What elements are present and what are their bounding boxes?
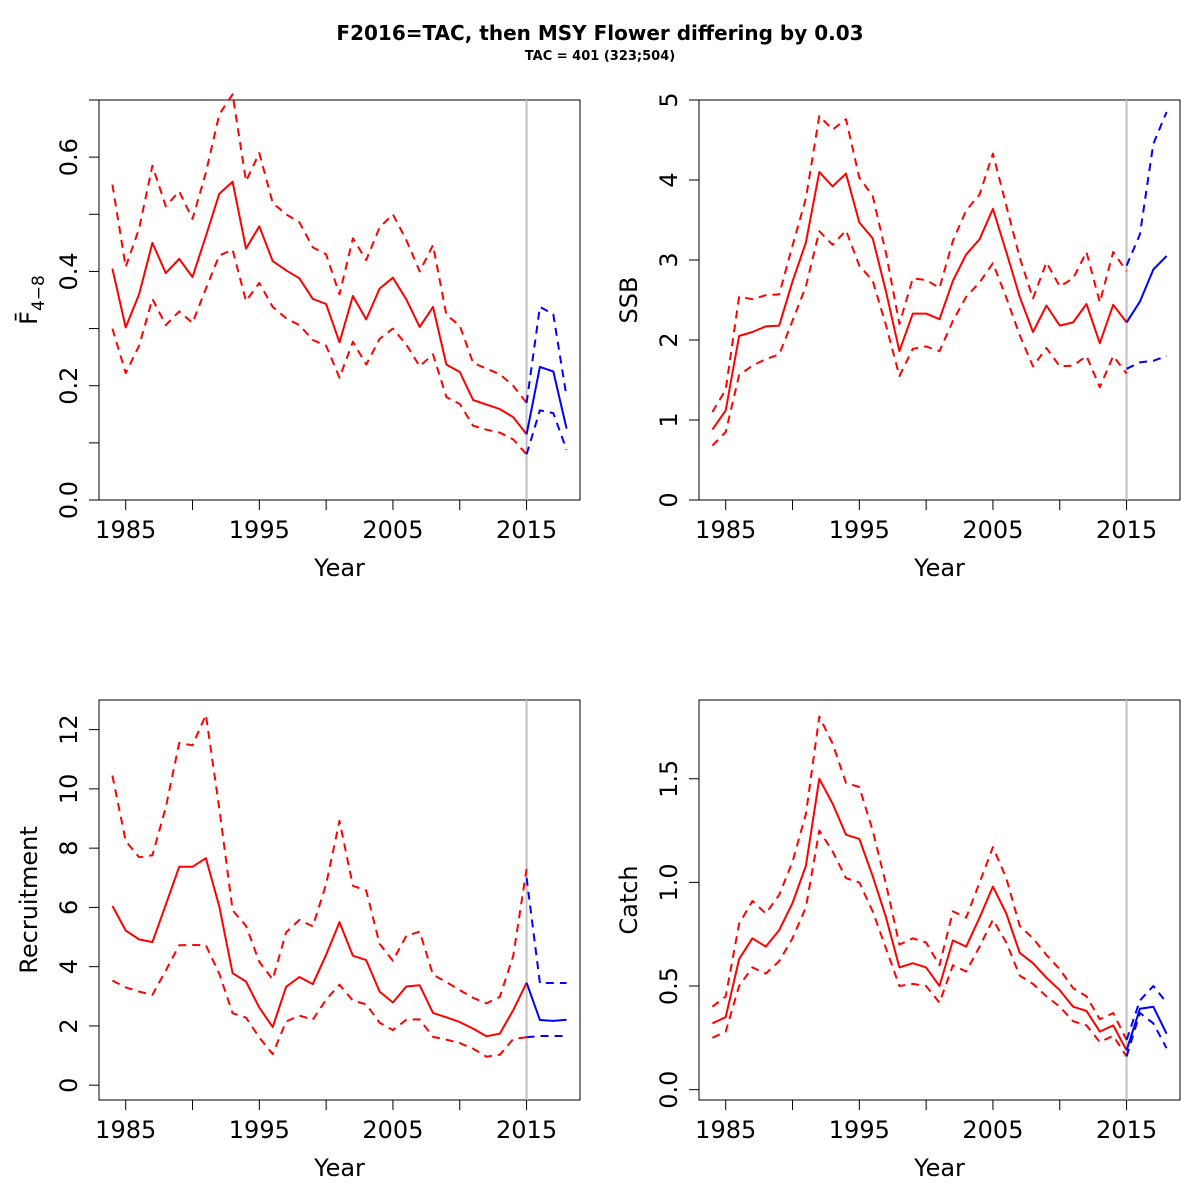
y-tick-label: 8 <box>55 841 83 856</box>
projection-upper-line <box>1125 111 1168 266</box>
projection-lower-line <box>1126 355 1167 370</box>
y-tick-label: 1.5 <box>655 760 683 798</box>
figure-subtitle: TAC = 401 (323;504) <box>525 49 675 64</box>
x-tick-label: 2005 <box>362 516 423 544</box>
y-axis: 0 2 4 6 8 10 12 Recruitment <box>15 714 99 1093</box>
history-lower-line <box>111 248 528 455</box>
projection-median-line <box>1125 255 1168 323</box>
x-tick-label: 1995 <box>229 516 290 544</box>
projection-upper-line <box>525 877 567 984</box>
x-tick-label: 2005 <box>962 1116 1023 1144</box>
history-upper-line <box>711 715 1128 1041</box>
y-tick-label: 1.0 <box>655 863 683 901</box>
history-median-line <box>711 171 1128 431</box>
y-axis-label: F̄4−8 <box>14 275 49 325</box>
y-tick-label: 0 <box>655 492 683 507</box>
projection-median-line <box>525 982 567 1022</box>
projection-median-line <box>525 365 568 435</box>
x-tick-label: 1995 <box>829 1116 890 1144</box>
y-tick-label: 0.0 <box>55 481 83 519</box>
y-tick-label: 6 <box>55 900 83 915</box>
y-tick-label: 4 <box>655 172 683 187</box>
y-tick-label: 10 <box>55 774 83 805</box>
y-tick-label: 2 <box>655 332 683 347</box>
y-tick-label: 0.5 <box>655 967 683 1005</box>
y-tick-label: 0.0 <box>655 1071 683 1109</box>
projection-median-line <box>1125 1005 1168 1051</box>
y-axis-label: Catch <box>615 865 643 934</box>
x-tick-label: 2005 <box>362 1116 423 1144</box>
history-upper-line <box>111 93 528 404</box>
y-axis: 0 1 2 3 4 5 SSB <box>615 92 699 508</box>
y-axis-label: SSB <box>615 277 643 324</box>
y-tick-label: 3 <box>655 252 683 267</box>
history-lower-line <box>711 829 1128 1058</box>
projection-lower-line <box>526 1035 567 1039</box>
history-median-line <box>711 777 1128 1051</box>
x-tick-label: 1995 <box>229 1116 290 1144</box>
history-median-line <box>111 180 528 435</box>
fbar-panel: 1985 1995 2005 2015 Year 0.0 0.2 0.4 0.6 F̄4−8 <box>14 93 581 582</box>
y-tick-label: 1 <box>655 412 683 427</box>
y-axis-label-subscript: 4−8 <box>29 275 49 311</box>
y-tick-label: 5 <box>655 92 683 107</box>
x-tick-label: 2015 <box>496 1116 557 1144</box>
x-axis-label: Year <box>913 554 965 582</box>
x-axis: 1985 1995 2005 2015 Year <box>695 1100 1157 1182</box>
plot-frame <box>698 99 1181 501</box>
x-tick-label: 2015 <box>1096 516 1157 544</box>
y-tick-label: 0.4 <box>55 252 83 290</box>
y-tick-label: 0 <box>55 1078 83 1093</box>
y-axis-label: Recruitment <box>15 826 43 973</box>
y-tick-label: 2 <box>55 1018 83 1033</box>
x-tick-label: 1985 <box>95 516 156 544</box>
x-tick-label: 2005 <box>962 516 1023 544</box>
x-axis: 1985 1995 2005 2015 Year <box>695 500 1157 582</box>
x-axis-label: Year <box>913 1154 965 1182</box>
y-tick-label: 4 <box>55 959 83 974</box>
history-upper-line <box>711 115 1128 413</box>
y-tick-label: 0.2 <box>55 367 83 405</box>
ssb-panel: 1985 1995 2005 2015 Year 0 1 2 3 4 5 SSB <box>615 92 1181 582</box>
y-axis: 0.0 0.2 0.4 0.6 F̄4−8 <box>14 99 99 519</box>
plot-frame <box>98 99 581 501</box>
projection-lower-line <box>1125 1012 1168 1057</box>
x-tick-label: 2015 <box>496 516 557 544</box>
history-upper-line <box>111 713 528 1005</box>
recruitment-panel: 1985 1995 2005 2015 Year 0 2 4 6 8 10 12 Recruitment <box>15 699 581 1182</box>
catch-panel: 1985 1995 2005 2015 Year 0.0 0.5 1.0 1.5 Catch <box>615 699 1181 1182</box>
history-median-line <box>111 857 528 1038</box>
plot-frame <box>98 699 581 1101</box>
x-tick-label: 1985 <box>695 1116 756 1144</box>
x-axis: 1985 1995 2005 2015 Year <box>95 500 557 582</box>
plot-frame <box>698 699 1181 1101</box>
x-tick-label: 1995 <box>829 516 890 544</box>
x-tick-label: 1985 <box>695 516 756 544</box>
y-tick-label: 12 <box>55 714 83 745</box>
projection-upper-line <box>525 305 568 404</box>
figure-title: F2016=TAC, then MSY Flower differing by … <box>336 21 863 45</box>
history-lower-line <box>711 229 1128 447</box>
history-lower-line <box>111 944 527 1058</box>
projection-upper-line <box>1125 985 1168 1041</box>
y-axis: 0.0 0.5 1.0 1.5 Catch <box>615 760 699 1109</box>
y-tick-label: 0.6 <box>55 138 83 176</box>
x-tick-label: 2015 <box>1096 1116 1157 1144</box>
x-axis-label: Year <box>313 554 365 582</box>
x-tick-label: 1985 <box>95 1116 156 1144</box>
x-axis-label: Year <box>313 1154 365 1182</box>
x-axis: 1985 1995 2005 2015 Year <box>95 1100 557 1182</box>
projection-lower-line <box>525 409 568 455</box>
chart-panels: 1985 1995 2005 2015Year0.00.20.40.6F̄4−8198… <box>14 92 1181 1182</box>
